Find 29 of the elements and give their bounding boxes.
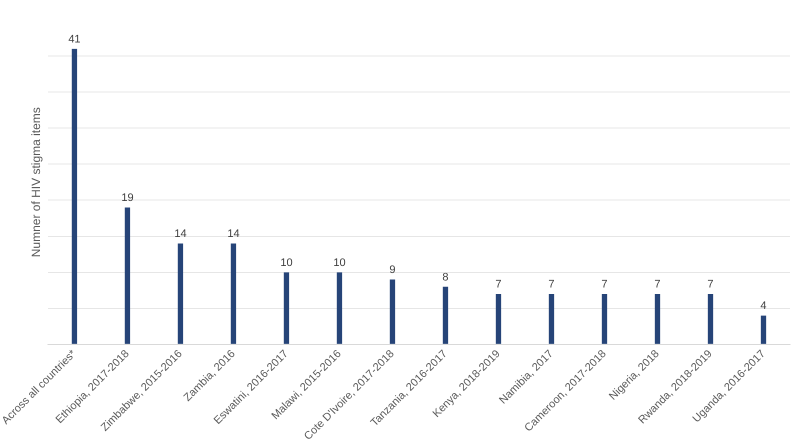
bar — [336, 272, 342, 344]
bar — [760, 316, 766, 344]
data-label: 10 — [280, 256, 293, 269]
data-label: 41 — [68, 33, 81, 46]
data-label: 4 — [760, 300, 767, 312]
data-label: 9 — [389, 264, 396, 276]
data-label: 14 — [227, 228, 240, 240]
data-label: 7 — [548, 278, 555, 290]
data-label: 8 — [442, 271, 449, 284]
data-label: 7 — [601, 278, 608, 290]
bar — [708, 294, 714, 344]
data-label: 14 — [174, 228, 187, 240]
bar — [178, 244, 184, 344]
bar — [124, 207, 130, 344]
y-axis-title: Numner of HIV stigma items — [29, 107, 44, 258]
data-label: 10 — [333, 256, 346, 269]
bar — [390, 280, 396, 344]
bar — [548, 294, 554, 344]
data-label: 7 — [707, 278, 714, 290]
data-label: 19 — [121, 192, 134, 204]
data-label: 7 — [495, 278, 502, 290]
bar — [602, 294, 608, 344]
bar — [496, 294, 502, 344]
bar — [72, 48, 78, 344]
bar — [284, 272, 290, 344]
bar — [230, 244, 236, 344]
bar — [442, 286, 448, 344]
data-label: 7 — [654, 278, 661, 290]
bar — [654, 294, 660, 344]
